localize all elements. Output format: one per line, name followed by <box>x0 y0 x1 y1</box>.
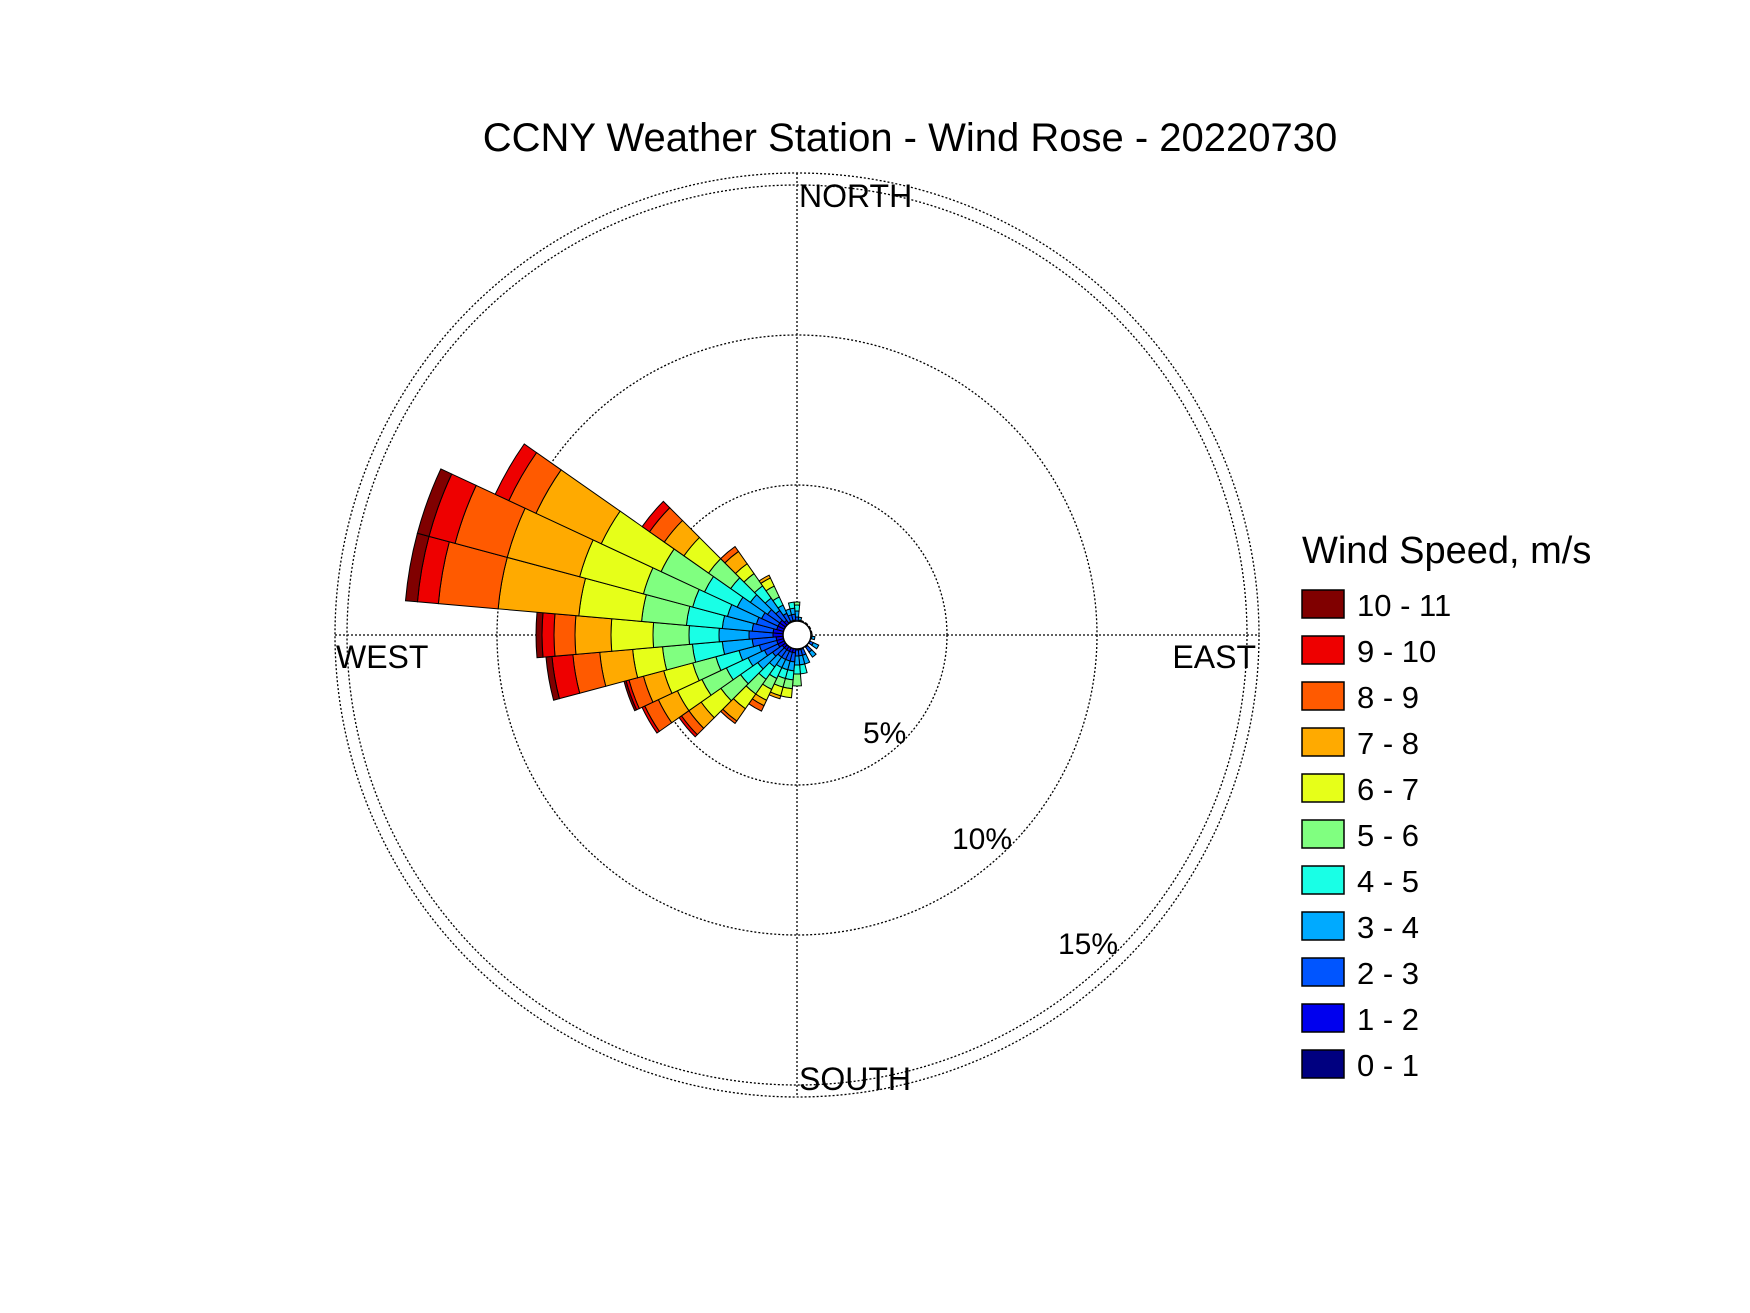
legend-title: Wind Speed, m/s <box>1302 530 1591 572</box>
sector-320-bin-8 <box>719 545 740 564</box>
direction-label-east: EAST <box>1172 639 1256 675</box>
legend-swatch <box>1301 957 1345 987</box>
legend-label: 7 - 8 <box>1357 726 1419 761</box>
legend-swatch <box>1301 727 1345 757</box>
sector-310-bin-9 <box>641 500 671 533</box>
sector-120-bin-3 <box>811 641 820 650</box>
legend-swatch <box>1301 865 1345 895</box>
ring-label-10: 10% <box>952 823 1012 856</box>
direction-label-south: SOUTH <box>799 1061 911 1097</box>
legend-swatch <box>1301 773 1345 803</box>
sector-0-bin-5 <box>793 601 801 606</box>
chart-title: CCNY Weather Station - Wind Rose - 20220… <box>483 116 1338 160</box>
legend: Wind Speed, m/s 10 - 11 9 - 10 8 - 9 7 - 8 6… <box>1301 530 1591 1083</box>
sector-270-bin-8 <box>553 613 577 657</box>
legend-swatch <box>1301 1049 1345 1079</box>
legend-swatch <box>1301 681 1345 711</box>
sector-10-bin-3 <box>797 616 803 622</box>
legend-items: 10 - 11 9 - 10 8 - 9 7 - 8 6 - 7 5 - 6 4 - 5 3 … <box>1301 588 1451 1083</box>
legend-swatch <box>1301 635 1345 665</box>
ring-label-15: 15% <box>1058 928 1118 961</box>
legend-label: 0 - 1 <box>1357 1048 1419 1083</box>
legend-swatch <box>1301 1003 1345 1033</box>
center-hole <box>782 620 812 650</box>
legend-swatch <box>1301 819 1345 849</box>
sector-270-bin-6 <box>610 618 655 652</box>
sector-270-bin-7 <box>574 615 613 655</box>
ring-label-5: 5% <box>863 717 906 750</box>
sector-270-bin-10 <box>535 611 544 659</box>
legend-label: 8 - 9 <box>1357 680 1419 715</box>
direction-label-north: NORTH <box>799 178 912 214</box>
sector-350-bin-4 <box>787 601 796 610</box>
sector-100-bin-3 <box>810 635 816 641</box>
legend-label: 2 - 3 <box>1357 956 1419 991</box>
direction-label-west: WEST <box>336 639 428 675</box>
legend-label: 1 - 2 <box>1357 1002 1419 1037</box>
sector-300-bin-9 <box>494 443 538 502</box>
sector-270-bin-4 <box>688 625 720 645</box>
legend-label: 4 - 5 <box>1357 864 1419 899</box>
wind-rose-sectors <box>404 443 820 738</box>
sector-270-bin-5 <box>652 621 690 649</box>
sector-330-bin-7 <box>758 574 772 585</box>
legend-swatch <box>1301 589 1345 619</box>
legend-label: 5 - 6 <box>1357 818 1419 853</box>
legend-label: 9 - 10 <box>1357 634 1436 669</box>
legend-label: 10 - 11 <box>1357 588 1451 623</box>
sector-290-bin-10 <box>416 468 453 538</box>
sector-270-bin-9 <box>541 612 556 658</box>
legend-label: 6 - 7 <box>1357 772 1419 807</box>
legend-swatch <box>1301 911 1345 941</box>
sector-140-bin-3 <box>808 649 817 658</box>
legend-label: 3 - 4 <box>1357 910 1419 945</box>
